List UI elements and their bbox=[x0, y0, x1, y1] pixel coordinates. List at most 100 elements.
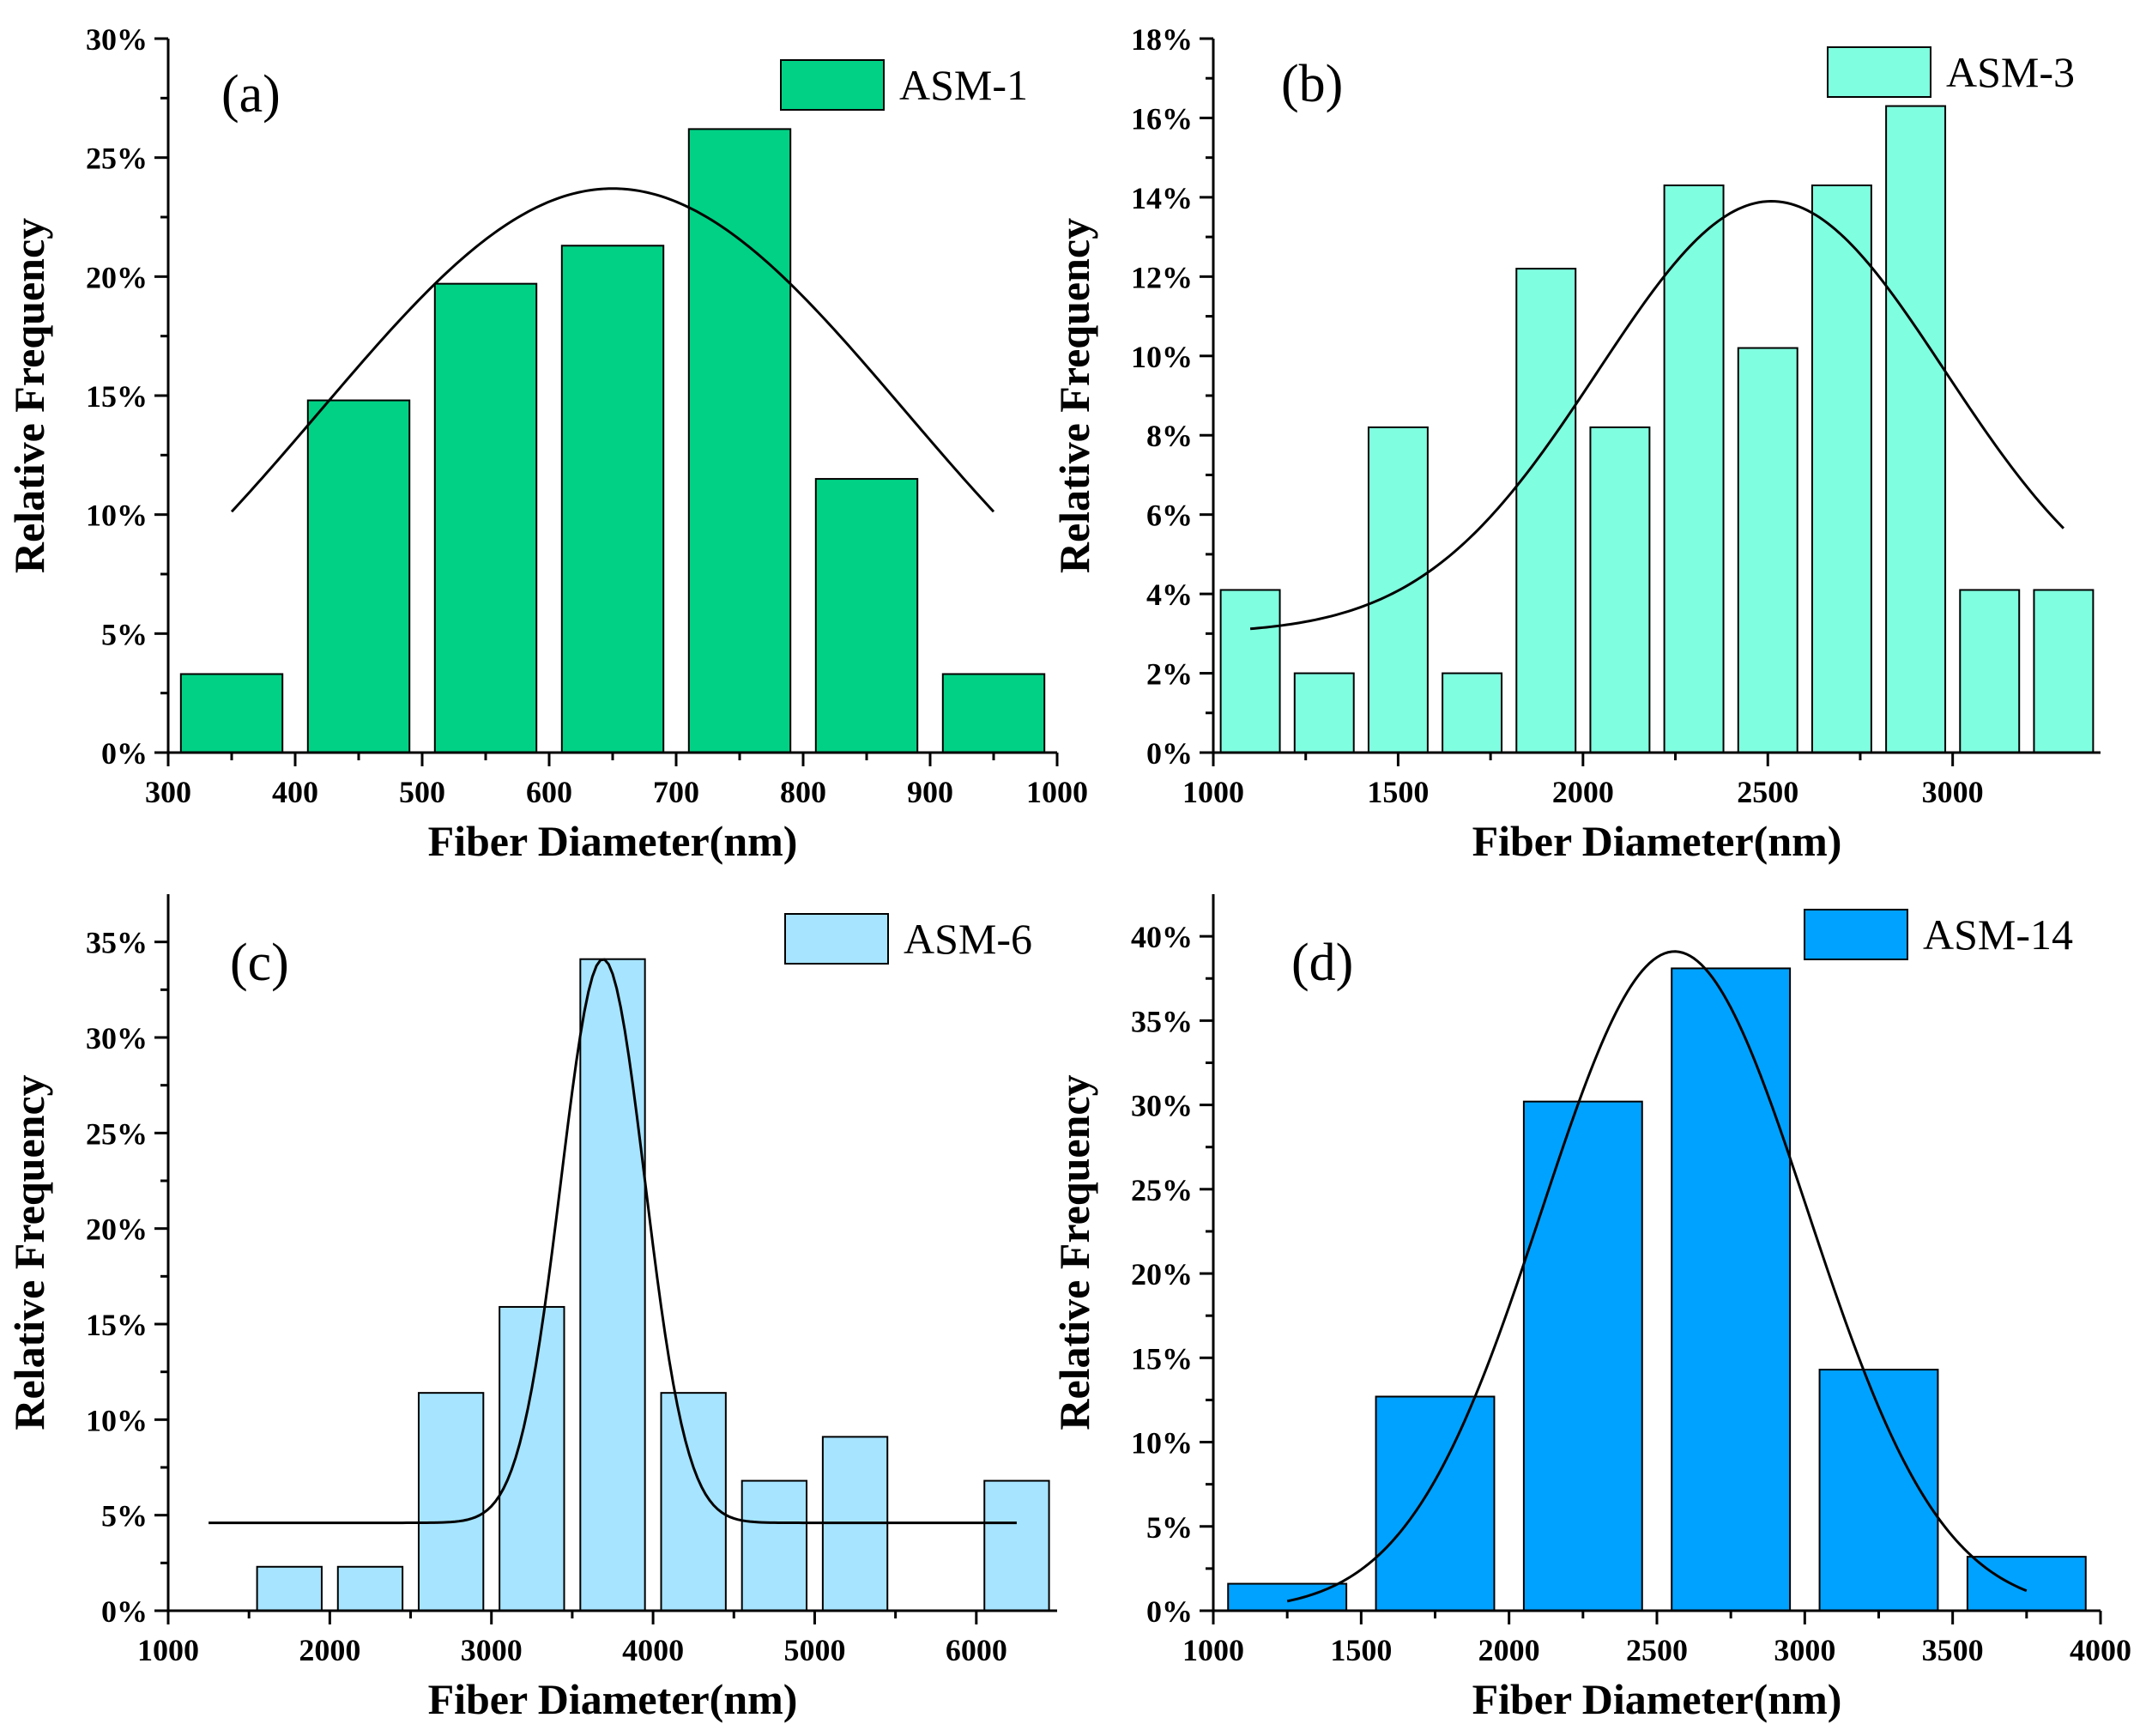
x-axis-title: Fiber Diameter(nm) bbox=[428, 817, 798, 865]
x-tick-label: 900 bbox=[907, 775, 953, 809]
y-tick-label: 2% bbox=[1146, 657, 1193, 692]
x-tick-label: 300 bbox=[145, 775, 191, 809]
x-tick-label: 600 bbox=[526, 775, 572, 809]
y-tick-label: 20% bbox=[86, 1213, 148, 1247]
y-tick-label: 6% bbox=[1146, 499, 1193, 533]
histogram-bar bbox=[1810, 184, 1872, 753]
y-tick-label: 15% bbox=[86, 1308, 148, 1342]
x-tick-label: 500 bbox=[399, 775, 445, 809]
histogram-bar bbox=[1737, 347, 1798, 753]
chart-panel-3: 1000 2000 3000 4000 5000 6000 0% 5% 10% 15% 20% 25%… bbox=[5, 894, 1057, 1723]
panel-label: (d) bbox=[1291, 934, 1353, 992]
histogram-bar bbox=[256, 1565, 323, 1612]
y-tick-label: 16% bbox=[1131, 101, 1193, 136]
x-tick-label: 3500 bbox=[1922, 1633, 1984, 1667]
histogram-bar bbox=[660, 1392, 727, 1612]
x-tick-label: 2000 bbox=[1552, 775, 1614, 809]
legend-label: ASM-6 bbox=[904, 915, 1032, 963]
y-tick-label: 0% bbox=[1146, 736, 1193, 771]
y-tick-label: 15% bbox=[86, 379, 148, 414]
histogram-bar bbox=[1885, 105, 1947, 754]
histogram-bar bbox=[336, 1565, 404, 1612]
histogram-bar bbox=[741, 1479, 808, 1612]
fit-curve bbox=[1286, 950, 2028, 1603]
y-tick-label: 5% bbox=[1146, 1510, 1193, 1545]
fit-curve bbox=[209, 958, 1017, 1525]
y-tick-label: 15% bbox=[1131, 1341, 1193, 1376]
x-axis-title: Fiber Diameter(nm) bbox=[1472, 1675, 1842, 1723]
x-tick-label: 1500 bbox=[1367, 775, 1429, 809]
x-tick-label: 700 bbox=[653, 775, 699, 809]
y-tick-label: 30% bbox=[86, 1021, 148, 1056]
y-axis-title: Relative Frequency bbox=[1050, 218, 1098, 573]
y-axis-title: Relative Frequency bbox=[5, 218, 53, 573]
y-tick-label: 0% bbox=[101, 1594, 148, 1629]
y-tick-label: 14% bbox=[1131, 181, 1193, 215]
y-tick-label: 5% bbox=[101, 617, 148, 651]
histogram-bar bbox=[687, 128, 792, 754]
x-tick-label: 4000 bbox=[622, 1633, 684, 1667]
x-tick-label: 2000 bbox=[299, 1633, 360, 1667]
histogram-bar bbox=[814, 478, 919, 753]
y-tick-label: 20% bbox=[1131, 1257, 1193, 1291]
histogram-bar bbox=[1219, 589, 1281, 753]
chart-panel-1: 300 400 500 600 700 800 900 1000 0% 5% 10% 15% 20% 25… bbox=[5, 22, 1088, 865]
y-tick-label: 12% bbox=[1131, 260, 1193, 294]
x-tick-label: 1000 bbox=[1182, 1633, 1244, 1667]
panel-label: (a) bbox=[221, 65, 281, 124]
y-tick-label: 25% bbox=[86, 1116, 148, 1151]
histogram-bar bbox=[1671, 967, 1792, 1612]
legend-label: ASM-3 bbox=[1946, 48, 2075, 96]
x-tick-label: 5000 bbox=[783, 1633, 845, 1667]
x-tick-label: 3000 bbox=[1922, 775, 1984, 809]
x-tick-label: 2500 bbox=[1737, 775, 1798, 809]
y-tick-label: 18% bbox=[1131, 22, 1193, 57]
y-tick-label: 10% bbox=[1131, 1426, 1193, 1461]
histogram-bar bbox=[941, 673, 1046, 753]
x-tick-label: 2500 bbox=[1626, 1633, 1688, 1667]
chart-panel-2: 1000 1500 2000 2500 3000 0% 2% 4% 6% 8% 10% 12% 14% 1… bbox=[1050, 22, 2101, 865]
histogram-bar bbox=[579, 958, 646, 1612]
y-tick-label: 8% bbox=[1146, 419, 1193, 453]
y-tick-label: 40% bbox=[1131, 920, 1193, 954]
fit-curve bbox=[1249, 200, 2064, 631]
histogram-bar bbox=[1959, 589, 2021, 753]
x-tick-label: 3000 bbox=[1774, 1633, 1835, 1667]
histogram-bar bbox=[2033, 589, 2095, 753]
histogram-bar bbox=[306, 399, 411, 753]
x-axis-title: Fiber Diameter(nm) bbox=[1472, 817, 1842, 865]
histogram-bar bbox=[1522, 1100, 1643, 1612]
x-tick-label: 1000 bbox=[1182, 775, 1244, 809]
x-tick-label: 6000 bbox=[946, 1633, 1007, 1667]
y-tick-label: 20% bbox=[86, 260, 148, 294]
y-axis-title: Relative Frequency bbox=[5, 1074, 53, 1430]
panel-label: (c) bbox=[230, 934, 289, 992]
y-tick-label: 0% bbox=[101, 736, 148, 771]
y-tick-label: 25% bbox=[86, 142, 148, 176]
x-tick-label: 2000 bbox=[1478, 1633, 1540, 1667]
y-tick-label: 30% bbox=[86, 22, 148, 57]
legend-swatch bbox=[1827, 46, 1931, 98]
x-tick-label: 4000 bbox=[2070, 1633, 2131, 1667]
histogram-bar bbox=[1227, 1582, 1348, 1612]
x-tick-label: 3000 bbox=[461, 1633, 523, 1667]
histogram-bar bbox=[983, 1479, 1050, 1612]
y-axis-title: Relative Frequency bbox=[1050, 1074, 1098, 1430]
y-tick-label: 35% bbox=[86, 926, 148, 960]
legend-swatch bbox=[784, 913, 889, 965]
x-tick-label: 800 bbox=[780, 775, 826, 809]
histogram-bar bbox=[417, 1392, 485, 1612]
fit-curve bbox=[230, 187, 995, 513]
x-tick-label: 1500 bbox=[1330, 1633, 1392, 1667]
histogram-bar bbox=[499, 1305, 565, 1612]
legend-swatch bbox=[1804, 909, 1908, 960]
histogram-bar bbox=[560, 245, 665, 753]
legend-label: ASM-1 bbox=[899, 61, 1028, 109]
histogram-bar bbox=[1293, 672, 1355, 753]
y-tick-label: 5% bbox=[101, 1499, 148, 1533]
y-tick-label: 10% bbox=[1131, 340, 1193, 374]
histogram-bar bbox=[433, 282, 538, 753]
x-tick-label: 400 bbox=[272, 775, 318, 809]
panel-label: (b) bbox=[1281, 55, 1343, 113]
